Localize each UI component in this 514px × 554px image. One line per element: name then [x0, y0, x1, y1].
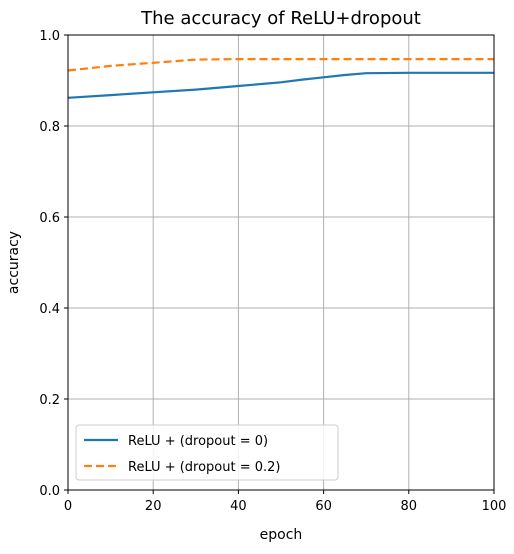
series-line-1: [67, 57, 494, 72]
x-axis-label: epoch: [260, 527, 303, 543]
y-tick-label: 0.0: [39, 484, 60, 499]
plot-frame: [67, 34, 495, 491]
y-tick-label: 1.0: [39, 29, 60, 44]
series-lines: [67, 57, 494, 99]
legend: ReLU + (dropout = 0) ReLU + (dropout = 0.…: [75, 424, 339, 481]
chart-title: The accuracy of ReLU+dropout: [140, 8, 421, 29]
x-tick-label: 20: [145, 499, 162, 514]
x-tick-label: 60: [315, 499, 332, 514]
y-axis-label: accuracy: [6, 231, 22, 294]
series-line-0: [67, 71, 494, 99]
axis-ticks: 0 20 40 60 80 100 0.0 0.2 0.4 0.6 0.8 1.0: [39, 29, 506, 514]
y-tick-label: 0.4: [39, 302, 60, 317]
legend-label-0: ReLU + (dropout = 0): [128, 434, 268, 449]
x-tick-label: 40: [230, 499, 247, 514]
x-tick-label: 80: [401, 499, 418, 514]
legend-label-1: ReLU + (dropout = 0.2): [128, 460, 281, 475]
legend-box: [75, 424, 339, 481]
x-tick-label: 0: [64, 499, 72, 514]
x-tick-label: 100: [482, 499, 507, 514]
y-tick-label: 0.6: [39, 211, 60, 226]
gridlines: [67, 34, 495, 491]
y-tick-label: 0.8: [39, 120, 60, 135]
y-tick-label: 0.2: [39, 393, 60, 408]
